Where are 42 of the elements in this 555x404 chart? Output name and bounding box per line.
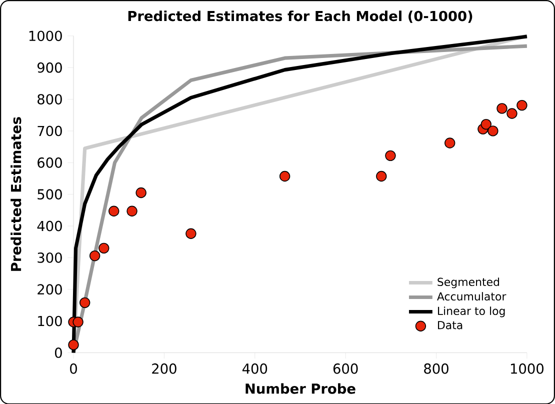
x-tick-label: 1000 bbox=[510, 363, 544, 374]
x-axis-title: Number Probe bbox=[246, 383, 356, 394]
y-tick-label: 100 bbox=[38, 316, 62, 326]
legend-label: Linear to log bbox=[438, 306, 505, 317]
y-tick-label: 500 bbox=[38, 188, 62, 200]
legend-label: Segmented bbox=[438, 277, 500, 288]
point bbox=[385, 150, 396, 161]
legend-label: Accumulator bbox=[437, 292, 506, 300]
point bbox=[89, 250, 100, 261]
point bbox=[376, 170, 387, 182]
point bbox=[68, 339, 79, 350]
point bbox=[444, 137, 456, 148]
point bbox=[108, 206, 120, 216]
y-axis-title: Predicted Estimates bbox=[10, 116, 22, 271]
x-tick-label: 0 bbox=[70, 363, 77, 374]
point bbox=[279, 170, 290, 182]
y-tick-label: 800 bbox=[38, 94, 62, 104]
point bbox=[126, 206, 138, 216]
x-tick-label: 400 bbox=[242, 363, 268, 374]
point bbox=[506, 108, 518, 119]
point bbox=[480, 118, 492, 130]
point bbox=[79, 297, 90, 308]
y-tick-label: 200 bbox=[38, 284, 62, 294]
legend-label: Data bbox=[438, 320, 462, 330]
chart-title: Predicted Estimates for Each Model (0-1000) bbox=[128, 10, 472, 23]
y-tick-label: 300 bbox=[38, 252, 62, 263]
point bbox=[98, 242, 110, 254]
point bbox=[72, 316, 84, 328]
y-tick-label: 1000 bbox=[29, 30, 62, 41]
x-tick-label: 200 bbox=[152, 363, 176, 374]
point bbox=[516, 100, 528, 110]
x-tick-label: 800 bbox=[424, 363, 448, 374]
point bbox=[496, 102, 508, 114]
y-tick-label: 400 bbox=[37, 220, 62, 231]
y-tick-label: 600 bbox=[38, 157, 62, 168]
y-tick-label: 0 bbox=[54, 347, 62, 358]
x-tick-label: 600 bbox=[333, 363, 358, 374]
y-tick-label: 700 bbox=[38, 126, 62, 136]
point bbox=[186, 228, 196, 239]
point bbox=[136, 187, 146, 198]
point bbox=[488, 125, 498, 136]
y-tick-label: 900 bbox=[37, 62, 62, 73]
